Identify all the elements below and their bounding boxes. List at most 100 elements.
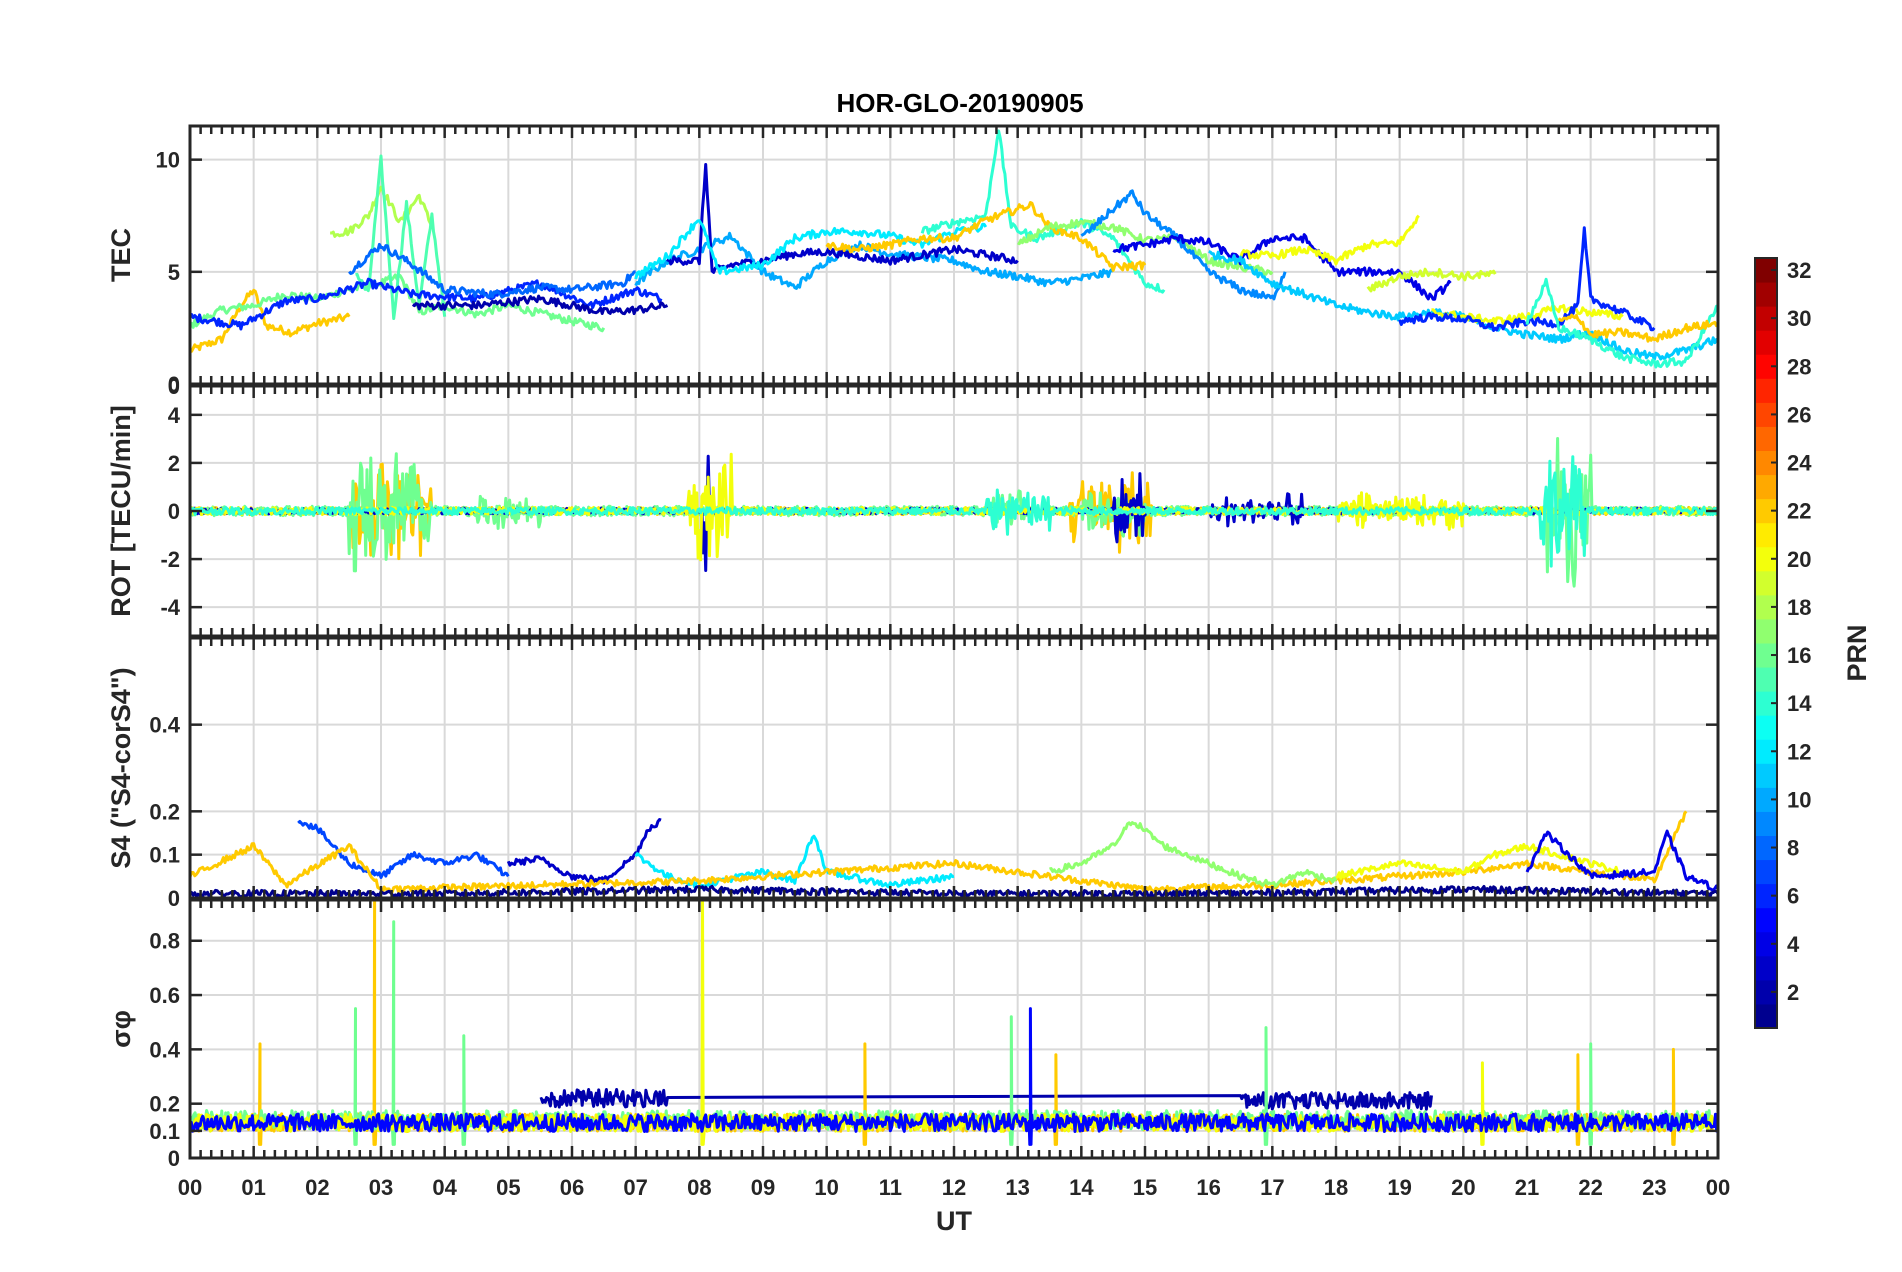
colorbar-segment (1755, 594, 1777, 620)
series-line-prn-4 (1525, 829, 1718, 892)
series-line-prn-6 (190, 277, 663, 331)
minor-ticks (188, 638, 1720, 898)
colorbar-tick-label: 28 (1787, 354, 1811, 379)
colorbar-tick-label: 6 (1787, 884, 1799, 909)
colorbar-tick-label: 4 (1787, 932, 1800, 957)
y-tick-label: 0.2 (149, 799, 180, 824)
y-tick-label: 0.2 (149, 1092, 180, 1117)
series-line-prn-12 (634, 834, 955, 890)
series-line-prn-22 (1557, 313, 1718, 343)
x-tick-label: 16 (1196, 1175, 1220, 1200)
y-axis-label-rot: ROT [TECU/min] (106, 405, 136, 616)
series-line-prn-8 (348, 242, 636, 299)
minor-ticks (188, 386, 1720, 636)
colorbar-segment (1755, 330, 1777, 355)
colorbar-segment (1755, 354, 1777, 379)
y-tick-label: 4 (168, 403, 181, 428)
x-tick-label: 15 (1133, 1175, 1157, 1200)
series-line-prn-2 (539, 1088, 1433, 1111)
y-tick-label: 0 (168, 499, 180, 524)
series-line-prn-10 (634, 231, 1115, 290)
colorbar-segment (1755, 450, 1777, 476)
colorbar-segment (1755, 546, 1777, 572)
y-tick-label: 2 (168, 451, 180, 476)
colorbar-segment (1755, 787, 1777, 812)
series-line-prn-14 (920, 129, 1166, 294)
x-tick-label: 01 (241, 1175, 265, 1200)
x-tick-label: 11 (879, 1175, 902, 1200)
colorbar-segment (1755, 835, 1777, 861)
colorbar-tick-label: 12 (1787, 739, 1811, 764)
series-line-prn-17 (1049, 821, 1338, 888)
series-line-prn-22 (190, 288, 351, 353)
colorbar-segment (1755, 667, 1777, 692)
x-tick-label: 08 (687, 1175, 711, 1200)
y-tick-label: 0.4 (149, 713, 180, 738)
y-axis-label-s4: S4 ("S4-corS4") (106, 667, 136, 868)
colorbar-segment (1755, 522, 1777, 548)
colorbar-segment (1755, 931, 1777, 957)
x-tick-label: 07 (623, 1175, 647, 1200)
colorbar-segment (1755, 859, 1777, 885)
colorbar-tick-label: 20 (1787, 547, 1811, 572)
series-line-prn-18 (330, 185, 434, 238)
x-tick-label: 02 (305, 1175, 329, 1200)
series-line-prn-4 (1112, 233, 1452, 301)
y-tick-label: 0 (168, 372, 180, 397)
series-line-prn-3 (506, 818, 662, 885)
series-line-prn-14 (1525, 277, 1718, 369)
series-group (190, 129, 1718, 369)
series-line-prn-5 (190, 1007, 1718, 1146)
x-tick-label: 20 (1451, 1175, 1475, 1200)
series-line-prn-2 (411, 294, 669, 316)
y-tick-label: 0.1 (149, 1119, 180, 1144)
panel-s4: 0 0.1 0.2 0.4 S4 ("S4-corS4") (106, 636, 1720, 911)
panel-rot: -4 -2 0 2 4 0 ROT [TECU/min] (106, 374, 1720, 638)
series-line-prn-20 (1239, 214, 1420, 266)
grid (190, 638, 1718, 898)
series-line-prn-19 (1366, 267, 1497, 293)
series-line-prn-7 (297, 820, 510, 879)
series-group (190, 437, 1718, 588)
series-line-prn-17 (1017, 218, 1274, 276)
y-axis-label-sigma: σφ (106, 1010, 136, 1048)
colorbar-tick-label: 32 (1787, 258, 1811, 283)
minor-ticks (188, 900, 1720, 1158)
colorbar-segment (1755, 570, 1777, 596)
x-tick-label: 10 (814, 1175, 838, 1200)
series-line-prn-15 (355, 154, 447, 320)
colorbar-tick-label: 18 (1787, 595, 1811, 620)
colorbar-tick-label: 10 (1787, 787, 1811, 812)
colorbar-segment (1755, 811, 1777, 836)
x-tick-label: 09 (751, 1175, 775, 1200)
colorbar-tick-label: 24 (1787, 451, 1812, 476)
x-tick-label: 04 (432, 1175, 457, 1200)
colorbar-tick-label: 14 (1787, 691, 1812, 716)
y-tick-label: 0.4 (149, 1037, 180, 1062)
colorbar-segment (1755, 979, 1777, 1005)
x-tick-label: 12 (942, 1175, 966, 1200)
colorbar-segment (1755, 955, 1777, 981)
y-tick-label: -2 (160, 547, 180, 572)
series-line-prn-14 (190, 455, 1718, 568)
colorbar-tick-label: 16 (1787, 643, 1811, 668)
colorbar-segment (1755, 282, 1777, 307)
colorbar-segment (1755, 691, 1777, 716)
x-tick-label: 06 (560, 1175, 584, 1200)
colorbar-tick-label: 2 (1787, 980, 1799, 1005)
series-line-prn-22 (190, 810, 1688, 894)
x-axis-label: UT (936, 1206, 972, 1236)
y-tick-label: 0 (168, 886, 180, 911)
x-tick-label: 05 (496, 1175, 520, 1200)
x-tick-label: 22 (1578, 1175, 1602, 1200)
colorbar-frame (1754, 257, 1778, 1029)
colorbar-segment (1755, 378, 1777, 403)
series-line-prn-22 (825, 201, 1147, 272)
colorbar-segment (1755, 739, 1777, 764)
x-tick-label: 19 (1387, 1175, 1411, 1200)
y-axis-label-tec: TEC (106, 228, 136, 282)
colorbar-segment (1755, 907, 1777, 933)
x-tick-label: 23 (1642, 1175, 1666, 1200)
panel-sigma: 00.10.2 0.4 0.6 0.8 σφ (106, 898, 1720, 1171)
